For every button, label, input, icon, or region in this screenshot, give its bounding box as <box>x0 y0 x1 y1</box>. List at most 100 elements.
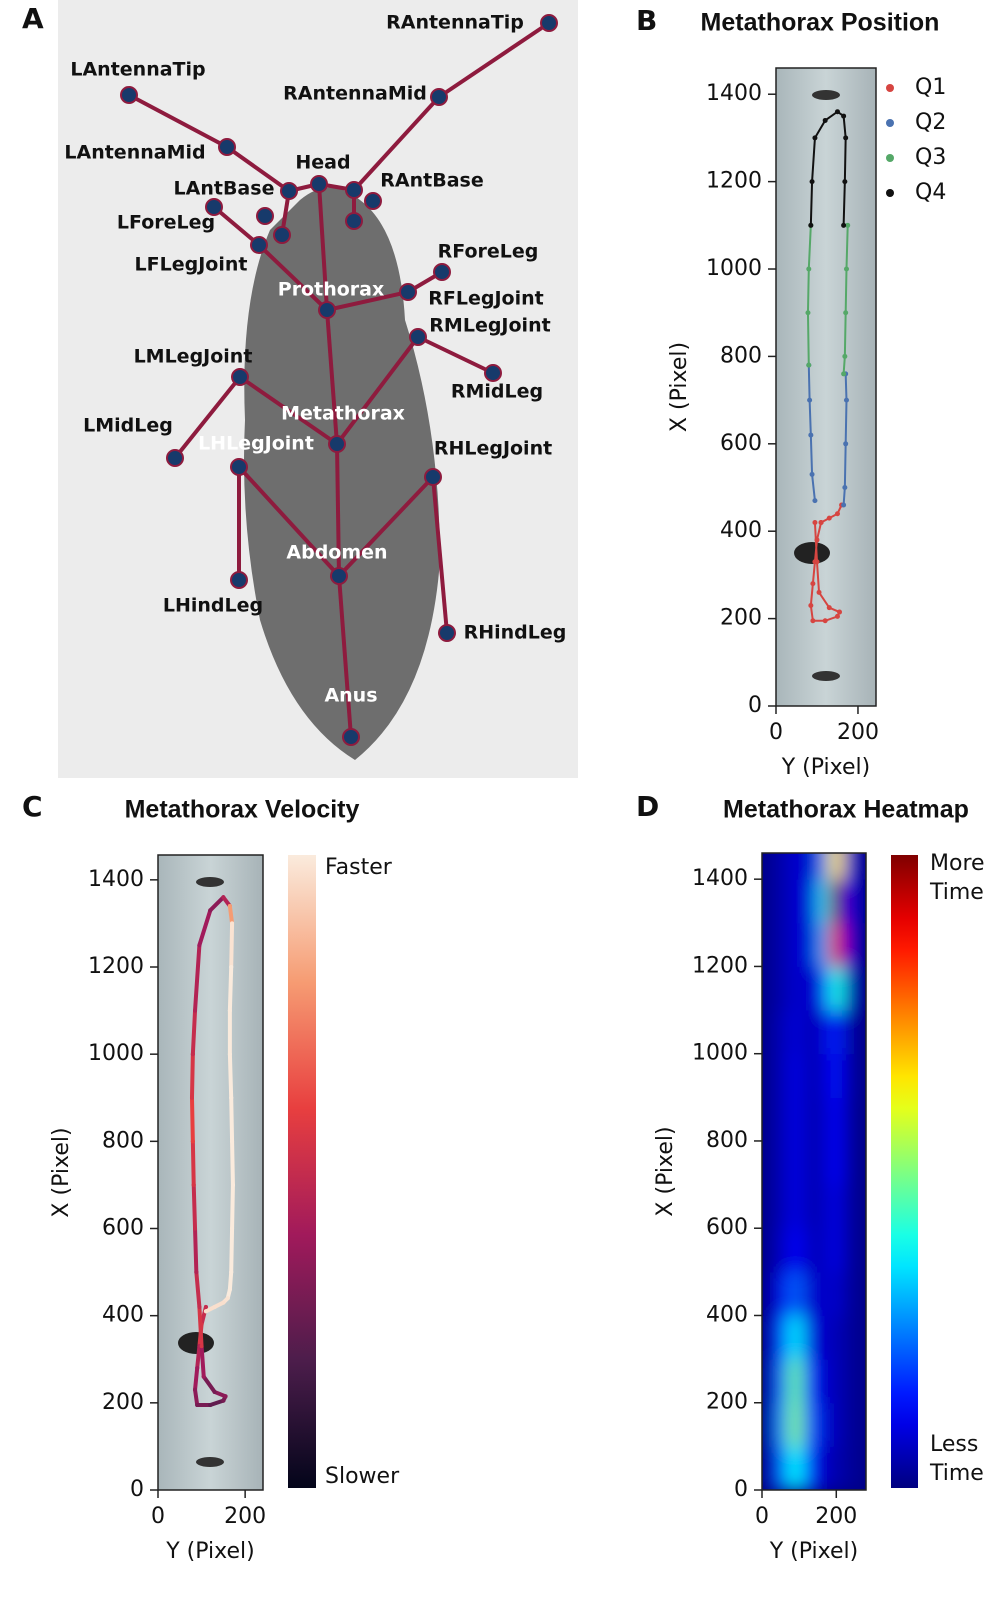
velocity-segment <box>229 921 235 970</box>
trajectory-point <box>812 519 818 525</box>
skeleton-node <box>399 283 417 301</box>
skeleton-node <box>166 449 184 467</box>
heatmap-cell <box>788 1446 804 1490</box>
heatmap-cell <box>788 879 804 924</box>
velocity-point <box>229 1095 234 1100</box>
velocity-segment <box>195 1344 202 1370</box>
trajectory-point <box>812 498 818 504</box>
heatmap-cell <box>802 1010 819 1055</box>
velocity-point <box>194 1270 199 1275</box>
velocity-point <box>191 1182 196 1187</box>
velocity-point <box>221 1398 226 1403</box>
node-label: RForeLeg <box>438 241 539 263</box>
heatmap-cell <box>843 853 856 880</box>
heatmap-cell <box>828 1402 845 1447</box>
skeleton-node <box>342 728 360 746</box>
heatmap-cell <box>854 966 866 1011</box>
heatmap-cell <box>854 1446 866 1490</box>
velocity-segment <box>230 1182 235 1231</box>
velocity-point <box>203 1304 208 1309</box>
heatmap-cell <box>854 1140 866 1186</box>
legend-label: Q1 <box>915 75 946 100</box>
velocity-point <box>221 895 226 900</box>
velocity-segment <box>190 1139 196 1187</box>
heatmap-cell <box>817 853 830 880</box>
skeleton-node <box>280 182 298 200</box>
node-label: LHindLeg <box>163 595 263 617</box>
velocity-point <box>225 1296 230 1301</box>
trajectory-point <box>805 310 811 316</box>
velocity-point <box>197 943 202 948</box>
skeleton-edge <box>212 205 261 247</box>
velocity-point <box>199 1344 204 1349</box>
heatmap-cell <box>828 1097 845 1142</box>
node-label: Prothorax <box>278 279 384 301</box>
velocity-segment <box>230 1139 235 1187</box>
node-label: RMidLeg <box>451 381 543 403</box>
trajectory-point <box>808 602 814 608</box>
skeleton-node <box>430 88 448 106</box>
y-tick-label: 0 <box>748 693 762 718</box>
x-tick-label: 0 <box>151 1504 165 1529</box>
heatmap-cell <box>788 853 804 880</box>
velocity-point <box>190 1139 195 1144</box>
skeleton-node <box>273 226 291 244</box>
velocity-segment <box>193 1387 200 1408</box>
skeleton-node <box>218 138 236 156</box>
skeleton-node <box>230 458 248 476</box>
y-tick-label: 1200 <box>692 953 748 978</box>
skeleton-edge <box>337 475 435 578</box>
velocity-segment <box>193 1365 200 1392</box>
trajectory-point <box>822 117 828 123</box>
trajectory-point <box>842 179 848 185</box>
heatmap-cell <box>788 1184 804 1229</box>
insect-photo <box>794 542 830 564</box>
trajectory-point <box>842 485 848 491</box>
heatmap-cell <box>828 922 845 967</box>
velocity-point <box>227 1287 232 1292</box>
plot-frame <box>775 67 877 707</box>
velocity-segment <box>229 1095 235 1144</box>
trajectory-point <box>834 613 840 619</box>
heatmap-cell <box>773 1228 789 1273</box>
heatmap-cell <box>817 1053 830 1098</box>
velocity-point <box>227 903 232 908</box>
velocity-point <box>227 1052 232 1057</box>
heatmap-cell <box>802 1359 819 1404</box>
panel-letter: A <box>22 2 44 35</box>
trajectory-point <box>843 135 849 141</box>
heatmap-cell <box>817 1315 830 1360</box>
velocity-segment <box>229 1226 235 1275</box>
heatmap-cell <box>773 966 789 1011</box>
heatmap-cell <box>762 1097 774 1142</box>
trajectory-point <box>812 135 818 141</box>
trajectory-point <box>842 353 848 359</box>
y-tick-label: 1400 <box>692 866 748 891</box>
velocity-point <box>230 921 235 926</box>
velocity-point <box>195 1365 200 1370</box>
velocity-segment <box>190 1008 198 1057</box>
heatmap-cell <box>788 1140 804 1186</box>
heatmap-cell <box>843 966 856 1011</box>
trajectory-point <box>810 618 816 624</box>
chart-title: Metathorax Position <box>701 9 940 37</box>
skeleton-edge <box>238 375 339 446</box>
heatmap-cell <box>802 1402 819 1447</box>
node-label: Anus <box>324 685 377 707</box>
velocity-segment <box>197 908 213 948</box>
colorbar-label: Less Time <box>930 1432 984 1486</box>
heatmap-cell <box>843 1359 856 1404</box>
heatmap-cell <box>762 922 774 967</box>
heatmap-cell <box>788 922 804 967</box>
x-axis-label: Y (Pixel) <box>165 1539 254 1564</box>
trajectory-point <box>843 266 849 272</box>
y-tick-label: 800 <box>102 1128 144 1153</box>
velocity-segment <box>208 1398 226 1408</box>
trajectory-point <box>841 222 847 228</box>
heatmap-cell <box>828 1053 845 1098</box>
velocity-segment <box>199 1344 206 1379</box>
velocity-point <box>227 1008 232 1013</box>
legend-marker <box>886 154 894 162</box>
skeleton-node <box>433 263 451 281</box>
velocity-segment <box>201 1374 217 1394</box>
